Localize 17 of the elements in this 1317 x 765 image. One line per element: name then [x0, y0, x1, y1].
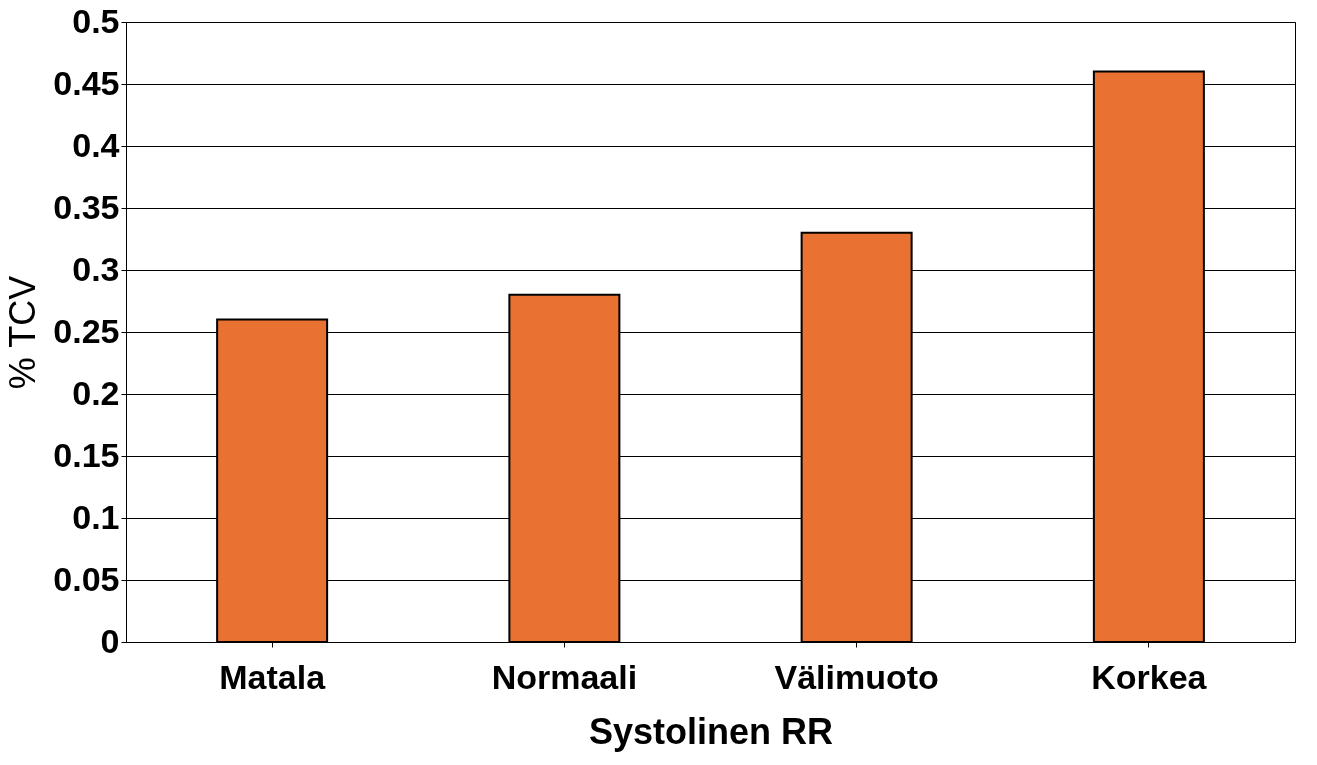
y-tick-label: 0.35	[53, 187, 120, 226]
x-tick-label: Välimuoto	[774, 657, 939, 696]
y-tick-label: 0.45	[53, 63, 120, 102]
x-tick-label: Korkea	[1091, 657, 1208, 696]
x-tick-label: Normaali	[491, 657, 638, 696]
y-tick-label: 0.05	[53, 559, 120, 598]
y-tick-label: 0	[100, 621, 120, 660]
x-tick-label: Matala	[219, 657, 327, 696]
y-tick-label: 0.3	[72, 249, 120, 288]
y-tick-label: 0.2	[72, 373, 120, 412]
y-tick-label: 0.5	[72, 1, 120, 40]
y-tick-label: 0.4	[72, 125, 120, 164]
y-axis-title: % TCV	[2, 275, 44, 390]
y-tick-label: 0.1	[72, 497, 120, 536]
y-tick-label: 0.15	[53, 435, 120, 474]
x-axis-title: Systolinen RR	[588, 710, 834, 752]
y-tick-label: 0.25	[53, 311, 120, 350]
